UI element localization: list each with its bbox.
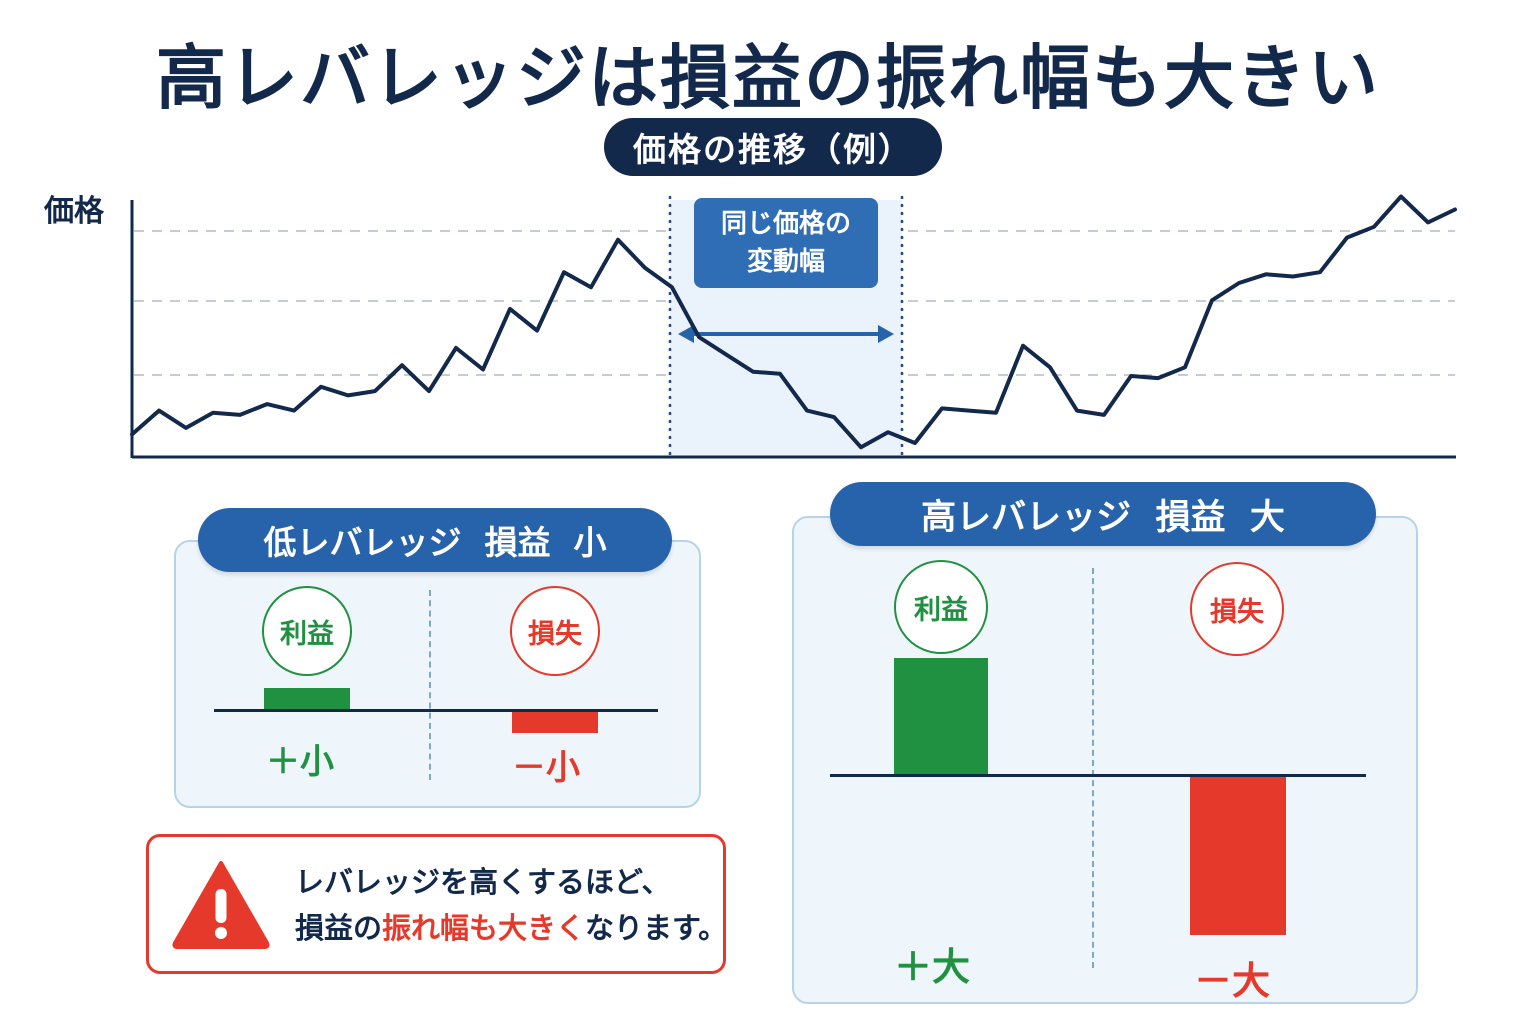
low-panel-divider — [429, 590, 431, 780]
low-leverage-panel — [174, 540, 701, 808]
page-title: 高レバレッジは損益の振れ幅も大きい — [156, 37, 1380, 119]
range-label-line1: 同じ価格の — [720, 209, 851, 239]
high-panel-divider — [1092, 568, 1094, 968]
high-loss-value: －大 — [1194, 959, 1271, 1003]
low-loss-value: －小 — [512, 748, 580, 788]
warning-message: レバレッジを高くするほど、 損益の振れ幅も大きくなります。 — [295, 859, 727, 951]
low-loss-badge: 損失 — [510, 586, 600, 676]
high-leverage-panel — [792, 516, 1418, 1004]
y-axis-label: 価格 — [44, 194, 104, 229]
high-profit-badge: 利益 — [894, 560, 988, 654]
range-label-line2: 変動幅 — [746, 247, 825, 277]
price-series-line — [130, 194, 1457, 450]
warning-emphasis: 振れ幅も大きく — [382, 911, 586, 945]
high-panel-baseline — [830, 774, 1366, 777]
high-loss-bar — [1190, 777, 1286, 935]
chart-grid — [134, 230, 1455, 376]
high-loss-badge: 損失 — [1190, 562, 1284, 656]
low-profit-badge: 利益 — [262, 586, 352, 676]
low-profit-value: ＋小 — [266, 742, 334, 782]
low-leverage-title: 低レバレッジ 損益 小 — [198, 508, 672, 572]
warning-line1: レバレッジを高くするほど、 — [295, 865, 671, 899]
range-arrow — [678, 325, 894, 343]
warning-line2-prefix: 損益の — [295, 911, 383, 945]
low-profit-bar — [264, 688, 350, 709]
warning-box: レバレッジを高くするほど、 損益の振れ幅も大きくなります。 — [146, 834, 727, 974]
high-profit-bar — [894, 658, 988, 774]
low-loss-bar — [512, 712, 598, 733]
low-panel-baseline — [214, 709, 658, 712]
range-label-box: 同じ価格の 変動幅 — [694, 198, 878, 288]
warning-triangle-icon — [172, 861, 270, 949]
warning-line2: 損益の振れ幅も大きくなります。 — [295, 905, 727, 951]
chart-title-pill: 価格の推移（例） — [604, 118, 942, 176]
high-leverage-title: 高レバレッジ 損益 大 — [830, 482, 1376, 546]
warning-line2-suffix: なります。 — [585, 911, 728, 945]
high-profit-value: ＋大 — [894, 945, 971, 989]
